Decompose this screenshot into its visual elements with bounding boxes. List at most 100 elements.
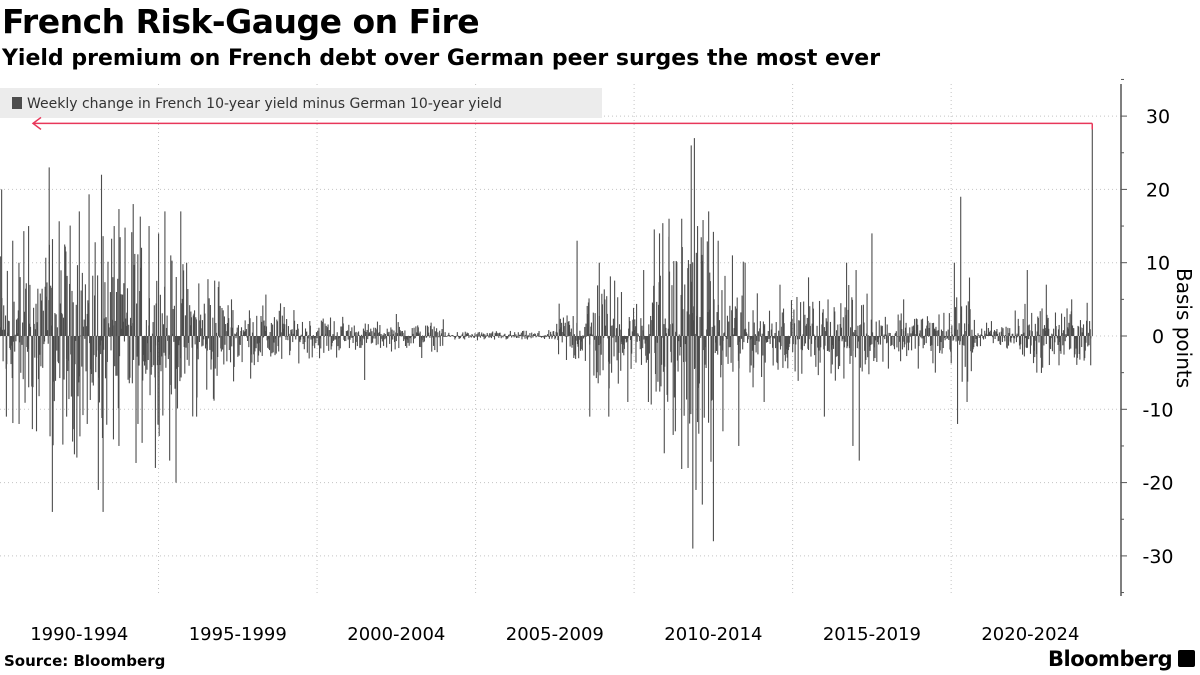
bar bbox=[800, 302, 802, 336]
bar bbox=[498, 336, 500, 338]
bar bbox=[29, 284, 31, 336]
bar bbox=[1076, 336, 1078, 358]
bar bbox=[871, 233, 873, 336]
bar bbox=[637, 334, 639, 336]
bar bbox=[799, 320, 801, 336]
bar bbox=[116, 336, 118, 376]
bar bbox=[94, 242, 96, 336]
bar bbox=[17, 318, 19, 336]
bar bbox=[140, 247, 143, 336]
bloomberg-terminal-icon bbox=[1178, 650, 1195, 667]
bar bbox=[167, 336, 169, 360]
bar bbox=[1051, 336, 1053, 352]
bar bbox=[190, 317, 193, 336]
bar bbox=[650, 336, 652, 405]
bar bbox=[384, 336, 386, 340]
bar bbox=[977, 333, 979, 336]
bar bbox=[740, 312, 742, 336]
bar bbox=[174, 336, 176, 389]
bar bbox=[476, 334, 478, 336]
bar bbox=[401, 331, 404, 336]
bar bbox=[158, 336, 160, 343]
bar bbox=[429, 336, 431, 338]
bar bbox=[493, 336, 495, 337]
bar bbox=[214, 280, 216, 336]
bar bbox=[573, 336, 575, 358]
bar bbox=[50, 287, 52, 336]
bar bbox=[183, 270, 185, 336]
bar bbox=[412, 336, 414, 344]
bar bbox=[1014, 310, 1016, 336]
bar bbox=[805, 325, 807, 336]
bar bbox=[303, 336, 305, 339]
bar bbox=[484, 334, 486, 336]
bar bbox=[760, 336, 762, 337]
bar bbox=[587, 302, 589, 336]
bar bbox=[804, 314, 806, 336]
bar bbox=[256, 336, 258, 344]
bar bbox=[138, 336, 140, 366]
bar bbox=[736, 297, 738, 336]
y-tick-label: -10 bbox=[1142, 399, 1173, 421]
bar bbox=[554, 336, 556, 340]
bar bbox=[53, 336, 55, 382]
bar bbox=[181, 303, 183, 336]
bar bbox=[27, 336, 29, 350]
bar bbox=[287, 326, 289, 336]
bar bbox=[456, 332, 458, 336]
bar bbox=[517, 335, 519, 337]
bar bbox=[1002, 328, 1004, 336]
bar bbox=[214, 336, 216, 369]
bar bbox=[640, 336, 643, 365]
bar bbox=[201, 320, 204, 336]
bar bbox=[956, 336, 959, 424]
bar bbox=[81, 272, 83, 336]
bar bbox=[865, 333, 868, 336]
bar bbox=[1086, 302, 1088, 336]
bar bbox=[133, 336, 135, 360]
bar bbox=[896, 336, 898, 348]
bar bbox=[165, 327, 168, 336]
bar bbox=[773, 336, 775, 338]
bar bbox=[381, 336, 383, 342]
bar bbox=[25, 283, 27, 336]
bar bbox=[973, 319, 975, 336]
bar bbox=[215, 322, 217, 336]
bar bbox=[84, 284, 86, 336]
bar bbox=[701, 261, 703, 336]
bar bbox=[309, 321, 311, 336]
bar bbox=[184, 315, 186, 336]
bar bbox=[537, 336, 539, 337]
bar bbox=[267, 336, 269, 348]
bar bbox=[436, 328, 438, 336]
bar bbox=[1048, 328, 1050, 336]
bar bbox=[387, 332, 389, 336]
bar bbox=[112, 336, 115, 440]
bar bbox=[983, 336, 985, 337]
bar bbox=[453, 336, 455, 337]
bar bbox=[1038, 336, 1040, 343]
bar bbox=[592, 312, 594, 336]
bar bbox=[250, 336, 252, 355]
bar bbox=[264, 330, 266, 336]
bar bbox=[13, 301, 15, 336]
bar bbox=[293, 320, 296, 336]
bar bbox=[645, 336, 647, 363]
bar bbox=[939, 336, 941, 351]
bar bbox=[748, 321, 750, 336]
bar bbox=[974, 336, 976, 343]
bar bbox=[358, 335, 360, 336]
bar bbox=[964, 323, 966, 336]
bar bbox=[605, 335, 607, 336]
bar bbox=[945, 336, 947, 337]
bar bbox=[601, 293, 603, 336]
bar bbox=[926, 325, 928, 336]
bar bbox=[118, 336, 120, 446]
bar bbox=[47, 336, 49, 344]
bar bbox=[770, 336, 772, 338]
bar bbox=[371, 331, 373, 336]
bar bbox=[877, 336, 879, 340]
bar bbox=[991, 334, 993, 336]
bar bbox=[106, 336, 108, 425]
bar bbox=[900, 336, 902, 362]
